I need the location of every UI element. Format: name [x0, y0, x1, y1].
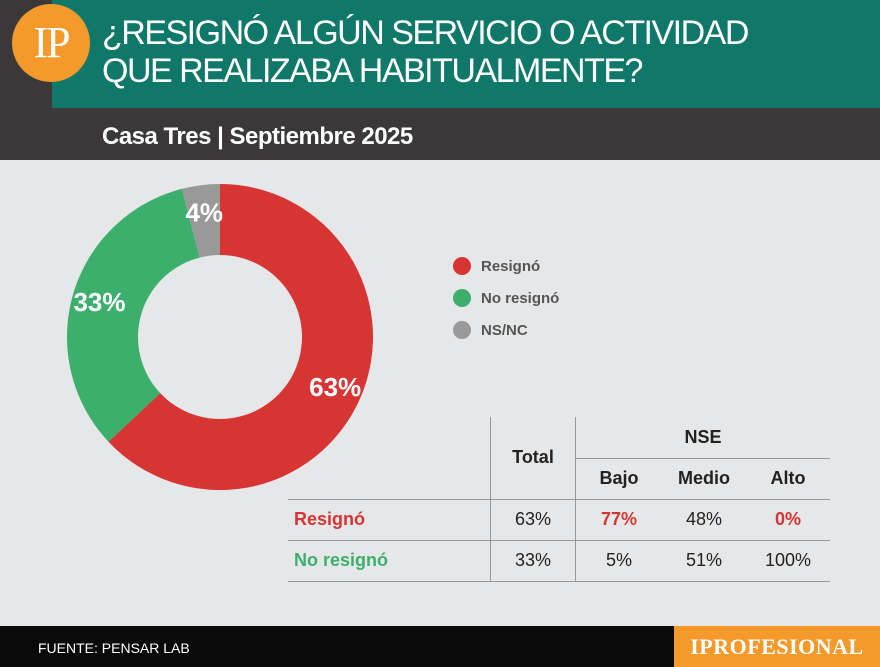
cell-no-resigno-bajo: 5% [575, 540, 662, 581]
legend-label-resigno: Resignó [481, 257, 541, 275]
brand-wordmark: IPROFESIONAL [674, 626, 880, 667]
table-row-resigno: Resignó 63% 77% 48% 0% [288, 499, 830, 540]
ip-logo: IP [12, 4, 90, 82]
cell-resigno-alto: 0% [774, 509, 801, 529]
legend-label-nsnc: NS/NC [481, 321, 528, 339]
legend-swatch-no-resigno [453, 289, 471, 307]
cell-no-resigno-medio: 51% [685, 550, 723, 570]
cell-resigno-bajo: 77% [575, 499, 662, 540]
table-row-no-resigno: No resignó 33% 5% 51% 100% [288, 540, 830, 581]
title-band [52, 0, 880, 108]
slice-label-resigno: 63% [309, 372, 361, 402]
total-header: Total [490, 417, 576, 499]
row-label-no-resigno: No resignó [294, 550, 389, 570]
legend-swatch-nsnc [453, 321, 471, 339]
slice-label-no-resigno: 33% [73, 287, 125, 317]
nse-header: NSE [575, 417, 830, 459]
table-corner-2 [288, 458, 491, 499]
legend-label-no-resigno: No resignó [481, 289, 560, 307]
legend-item-nsnc: NS/NC [453, 314, 559, 346]
legend-swatch-resigno [453, 257, 471, 275]
donut-slice-resigno [108, 184, 373, 490]
title-line-1: ¿RESIGNÓ ALGÚN SERVICIO O ACTIVIDAD [102, 14, 749, 52]
medio-header: Medio [678, 468, 730, 488]
donut-chart: 63% 33% 4% [66, 184, 373, 490]
donut-slice-nsnc [181, 184, 220, 258]
row-label-resigno: Resignó [294, 509, 366, 529]
alto-header: Alto [770, 468, 806, 488]
chart-title: ¿RESIGNÓ ALGÚN SERVICIO O ACTIVIDAD QUE … [102, 14, 862, 90]
legend: Resignó No resignó NS/NC [453, 250, 559, 346]
cell-resigno-total: 63% [490, 499, 576, 540]
cell-no-resigno-alto: 100% [764, 550, 812, 570]
slice-label-nsnc: 4% [185, 197, 223, 227]
legend-item-resigno: Resignó [453, 250, 559, 282]
cell-no-resigno-total: 33% [490, 540, 576, 581]
nse-table: Total NSE Bajo Medio Alto Resignó 63% 77… [288, 417, 830, 582]
title-line-2: QUE REALIZABA HABITUALMENTE? [102, 52, 643, 90]
table-corner [288, 417, 491, 458]
chart-subtitle: Casa Tres | Septiembre 2025 [102, 123, 413, 150]
bajo-header: Bajo [575, 458, 662, 499]
source-note: FUENTE: PENSAR LAB [38, 640, 190, 656]
donut-slice-no-resigno [66, 188, 200, 442]
cell-resigno-medio: 48% [685, 509, 723, 529]
legend-item-no-resigno: No resignó [453, 282, 559, 314]
